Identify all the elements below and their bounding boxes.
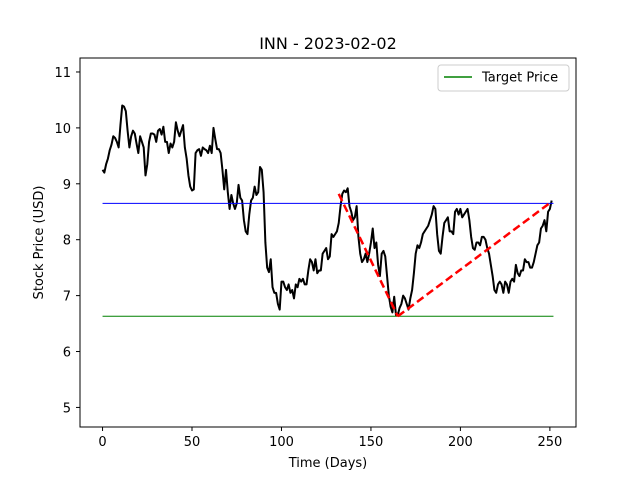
y-axis-ticks: 5 6 7 8 9 10 11 — [54, 66, 80, 416]
x-tick-label-50: 50 — [184, 435, 201, 450]
dashed-trend-segment-0 — [337, 193, 399, 317]
legend: Target Price — [437, 64, 570, 92]
x-tick-label-200: 200 — [448, 435, 473, 450]
dashed-trend-segment-1 — [397, 200, 553, 318]
y-axis-label: Stock Price (USD) — [32, 186, 47, 300]
y-tick-label-7: 7 — [63, 290, 71, 305]
legend-box — [437, 64, 570, 92]
price-line-series-0 — [101, 104, 553, 317]
legend-label-target-price: Target Price — [481, 71, 558, 86]
y-tick-label-5: 5 — [63, 401, 71, 416]
plot-frame — [79, 57, 577, 428]
x-tick-label-0: 0 — [98, 435, 106, 450]
y-tick-label-10: 10 — [54, 122, 71, 137]
y-tick-label-6: 6 — [63, 346, 71, 361]
y-tick-label-9: 9 — [63, 178, 71, 193]
x-tick-label-100: 100 — [269, 435, 294, 450]
x-tick-label-250: 250 — [537, 435, 562, 450]
x-axis-ticks: 0 50 100 150 200 250 — [98, 427, 562, 450]
x-axis-label: Time (Days) — [288, 456, 368, 471]
x-tick-label-150: 150 — [359, 435, 384, 450]
y-tick-label-8: 8 — [63, 234, 71, 249]
plot-content — [101, 104, 554, 318]
y-tick-label-11: 11 — [54, 66, 71, 81]
chart-title: INN - 2023-02-02 — [259, 34, 397, 53]
